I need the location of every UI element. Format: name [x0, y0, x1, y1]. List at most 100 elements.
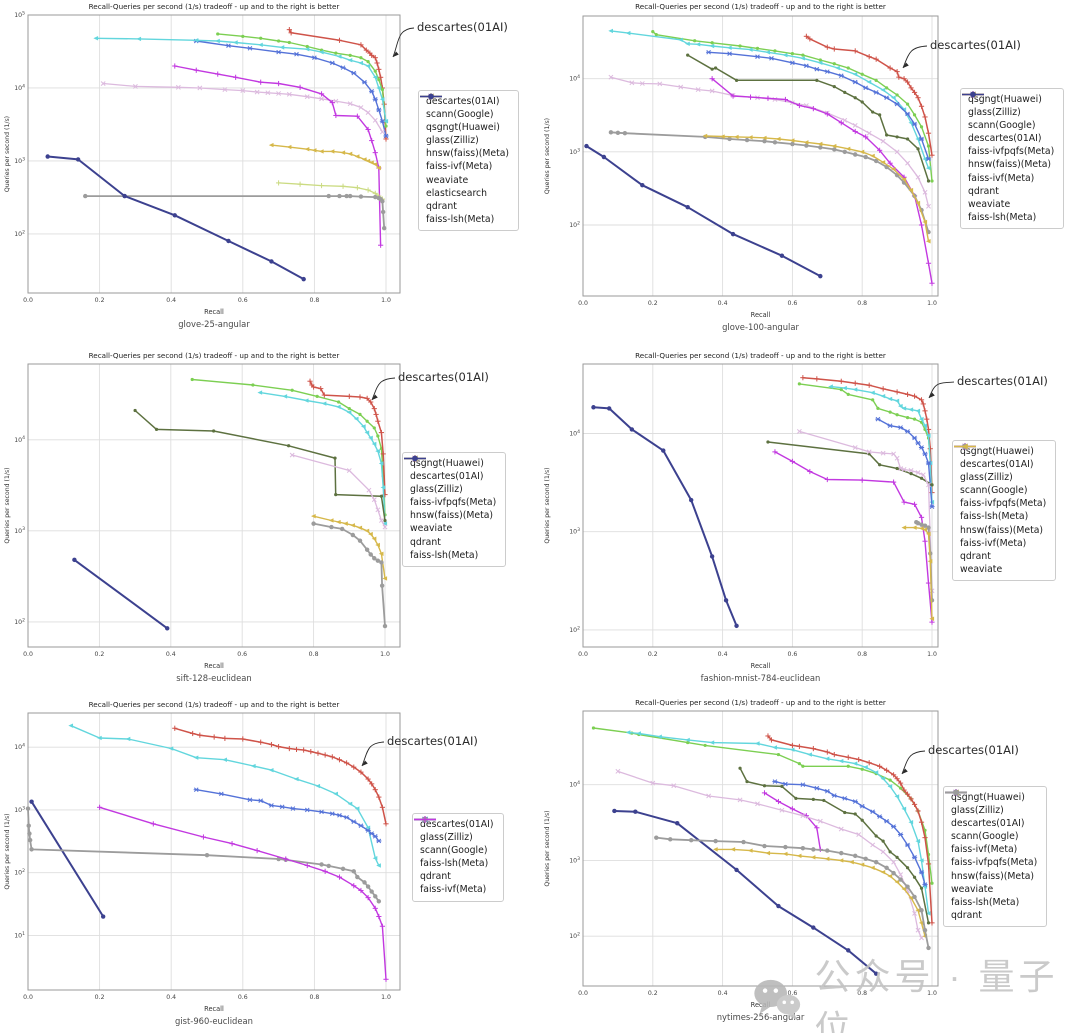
series-faiss-ivf-meta-: [772, 449, 935, 625]
chart-title: Recall-Queries per second (1/s) tradeoff…: [635, 2, 886, 11]
series-glass-zilliz-: [257, 390, 388, 526]
series-weaviate: [702, 133, 931, 244]
annotation-descartes: descartes(01AI): [930, 38, 1021, 52]
svg-text:0.6: 0.6: [787, 300, 797, 307]
legend-line-sample: [414, 816, 436, 823]
chart-title: Recall-Queries per second (1/s) tradeoff…: [89, 351, 340, 360]
series-qdrant: [83, 193, 387, 231]
legend-label: scann(Google): [951, 831, 1019, 843]
legend-nytimes-256-angular: qsgngt(Huawei) glass(Zilliz) descartes(01A…: [943, 786, 1048, 928]
legend-glove-25-angular: descartes(01AI) scann(Google) qsgngt(Huawe…: [418, 90, 520, 232]
panel-fashion-mnist-784-euclidean: 0.0 0.2 0.4 0.6 0.8 1.0 102 103 104 Recall-Querie…: [540, 345, 1080, 690]
legend-label: descartes(01AI): [960, 459, 1034, 471]
legend-entry: faiss-lsh(Meta): [414, 816, 494, 870]
panel-sift-128-euclidean: 0.0 0.2 0.4 0.6 0.8 1.0 102 103 104 Recall-Querie…: [0, 345, 540, 690]
legend-sift-128-euclidean: qsgngt(Huawei) descartes(01AI) glass(Zilli…: [402, 452, 507, 568]
series-faiss-ivf-meta-: [172, 63, 384, 248]
legend-label: descartes(01AI): [420, 819, 494, 830]
dataset-caption: glove-25-angular: [178, 319, 250, 329]
annotation-descartes: descartes(01AI): [387, 734, 478, 748]
chart-canvas-sift-128-euclidean: 0.0 0.2 0.4 0.6 0.8 1.0 102 103 104 Recall-Querie…: [4, 351, 401, 683]
legend-label: qdrant: [951, 909, 982, 921]
dataset-caption: fashion-mnist-784-euclidean: [701, 673, 821, 683]
legend-label: qdrant: [420, 871, 451, 883]
legend-entry: hnsw(faiss)(Meta): [962, 91, 1054, 171]
panel-nytimes-256-angular: 0.0 0.2 0.4 0.6 0.8 1.0 102 103 104 Recall-Querie…: [540, 688, 1080, 1033]
legend-label: qsgngt(Huawei): [426, 122, 500, 134]
legend-entry: faiss-lsh(Meta): [945, 789, 1037, 909]
legend-label: qdrant: [410, 536, 441, 548]
legend-label: hnsw(faiss)(Meta): [951, 870, 1035, 882]
annotation-arrow: [361, 741, 385, 767]
legend-label: qsgngt(Huawei): [951, 792, 1025, 803]
legend-label: hnsw(faiss)(Meta): [426, 148, 510, 160]
legend-label: weaviate: [968, 198, 1011, 210]
legend-gist-960-euclidean: descartes(01AI) glass(Zilliz) scann(Google…: [412, 813, 504, 903]
chart-canvas-nytimes-256-angular: 0.0 0.2 0.4 0.6 0.8 1.0 102 103 104 Recall-Querie…: [544, 698, 939, 1022]
legend-entry: weaviate: [420, 93, 509, 187]
legend-entry: faiss-lsh(Meta): [962, 91, 1054, 224]
legend-entry: elasticsearch: [420, 93, 509, 200]
svg-text:103: 103: [569, 147, 580, 156]
legend-line-sample: [945, 789, 967, 796]
legend-label: faiss-ivfpqfs(Meta): [960, 498, 1047, 510]
series-descartes-01ai-: [765, 733, 935, 926]
series-scann-google-: [772, 779, 928, 887]
svg-text:0.4: 0.4: [718, 990, 728, 997]
chart-canvas-gist-960-euclidean: 0.0 0.2 0.4 0.6 0.8 1.0 101 102 103 104 Recall-Que…: [4, 700, 401, 1026]
legend-label: descartes(01AI): [410, 471, 484, 483]
panel-glove-100-angular: 0.0 0.2 0.4 0.6 0.8 1.0 102 103 104 Recall-Querie…: [540, 0, 1080, 345]
annotation-descartes: descartes(01AI): [957, 374, 1048, 388]
legend-entry: faiss-ivf(Meta): [414, 816, 494, 896]
legend-label: qdrant: [426, 200, 457, 212]
legend-entry: scann(Google): [954, 443, 1046, 497]
svg-text:0.6: 0.6: [237, 651, 247, 658]
series-glass-zilliz-: [68, 723, 381, 868]
legend-label: qsgngt(Huawei): [968, 94, 1042, 105]
legend-label: qdrant: [968, 185, 999, 197]
dataset-caption: glove-100-angular: [722, 322, 799, 332]
legend-label: faiss-ivf(Meta): [426, 161, 493, 173]
legend-label: qsgngt(Huawei): [960, 446, 1034, 457]
legend-label: weaviate: [410, 523, 453, 535]
svg-text:1.0: 1.0: [380, 651, 390, 658]
annotation-arrow: [392, 27, 415, 58]
legend-entry: faiss-ivf(Meta): [945, 789, 1037, 856]
svg-text:102: 102: [14, 229, 25, 238]
legend-fashion-mnist-784-euclidean: qsgngt(Huawei) descartes(01AI) glass(Zilli…: [952, 440, 1057, 582]
svg-text:104: 104: [569, 780, 580, 789]
series-scann-google-: [706, 49, 932, 162]
legend-entry: qdrant: [962, 91, 1054, 198]
svg-text:0.8: 0.8: [857, 651, 867, 658]
chart-canvas-fashion-mnist-784-euclidean: 0.0 0.2 0.4 0.6 0.8 1.0 102 103 104 Recall-Querie…: [544, 351, 955, 683]
series-descartes-01ai-: [286, 27, 389, 142]
svg-text:103: 103: [14, 156, 25, 165]
legend-entry: hnsw(faiss)(Meta): [945, 789, 1037, 883]
svg-text:0.6: 0.6: [238, 994, 248, 1001]
legend-entry: scann(Google): [962, 91, 1054, 132]
legend-entry: faiss-ivf(Meta): [954, 443, 1046, 550]
series-qsgngt-huawei-: [216, 32, 388, 128]
svg-text:0.6: 0.6: [787, 651, 797, 658]
series-faiss-lsh-meta-: [584, 143, 823, 279]
legend-line-sample: [404, 455, 426, 462]
chart-canvas-glove-100-angular: 0.0 0.2 0.4 0.6 0.8 1.0 102 103 104 Recall-Querie…: [544, 2, 939, 332]
legend-label: hnsw(faiss)(Meta): [960, 524, 1044, 536]
legend-entry: qdrant: [404, 455, 496, 549]
svg-text:103: 103: [569, 856, 580, 865]
legend-entry: glass(Zilliz): [420, 93, 509, 147]
legend-label: faiss-ivf(Meta): [968, 172, 1035, 184]
svg-text:104: 104: [569, 74, 580, 83]
legend-entry: glass(Zilliz): [945, 789, 1037, 817]
legend-label: faiss-lsh(Meta): [410, 549, 479, 561]
svg-text:105: 105: [14, 10, 25, 19]
y-axis-label: Queries per second (1/s): [544, 810, 551, 886]
legend-entry: glass(Zilliz): [962, 91, 1054, 119]
y-axis-label: Queries per second (1/s): [4, 116, 11, 192]
legend-label: glass(Zilliz): [420, 832, 473, 844]
legend-label: weaviate: [960, 563, 1003, 575]
legend-label: qsgngt(Huawei): [410, 458, 484, 469]
svg-text:1.0: 1.0: [927, 300, 937, 307]
svg-text:104: 104: [14, 435, 25, 444]
legend-label: glass(Zilliz): [960, 472, 1013, 484]
